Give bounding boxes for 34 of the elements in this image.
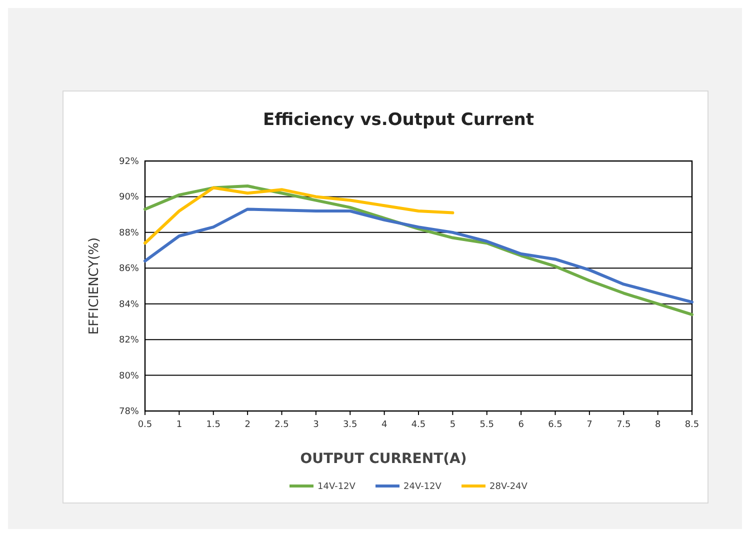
x-tick-label: 0.5 — [138, 420, 152, 430]
x-tick-label: 8 — [654, 420, 661, 430]
x-tick-label: 2 — [244, 420, 250, 430]
x-tick-label: 7.5 — [616, 420, 631, 430]
chart-title: Efficiency vs.Output Current — [263, 110, 534, 130]
x-tick-label: 3.5 — [342, 420, 358, 430]
legend-label: 24V-12V — [404, 482, 442, 492]
x-tick-label: 1 — [176, 420, 182, 430]
y-tick-label: 80% — [118, 371, 140, 382]
x-tick-label: 4 — [381, 420, 388, 430]
line-series — [144, 186, 454, 245]
x-tick-label: 4.5 — [411, 420, 426, 430]
y-tick-label: 84% — [118, 300, 140, 310]
y-axis-title: EFFICIENCY(%) — [87, 237, 102, 335]
y-tick-label: 78% — [118, 407, 140, 417]
line-series — [144, 208, 694, 304]
x-tick-label: 1.5 — [206, 420, 221, 430]
x-tick-label: 5.5 — [480, 420, 494, 430]
x-tick-label: 3 — [313, 420, 319, 430]
y-tick-label: 88% — [118, 228, 140, 238]
x-tick-label: 6 — [518, 420, 524, 430]
legend-label: 14V-12V — [318, 482, 356, 492]
x-tick-label: 8.5 — [684, 420, 700, 430]
legend-label: 28V-24V — [490, 482, 528, 492]
x-tick-label: 2.5 — [274, 420, 289, 430]
x-tick-label: 7 — [586, 420, 592, 430]
y-tick-label: 82% — [118, 336, 140, 346]
y-tick-label: 92% — [118, 157, 140, 167]
line-series — [144, 184, 694, 316]
x-tick-label: 6.5 — [548, 420, 562, 430]
y-tick-label: 86% — [118, 264, 140, 274]
x-tick-label: 5 — [450, 420, 456, 430]
y-tick-label: 90% — [118, 192, 140, 203]
x-axis-title: OUTPUT CURRENT(A) — [300, 451, 467, 467]
